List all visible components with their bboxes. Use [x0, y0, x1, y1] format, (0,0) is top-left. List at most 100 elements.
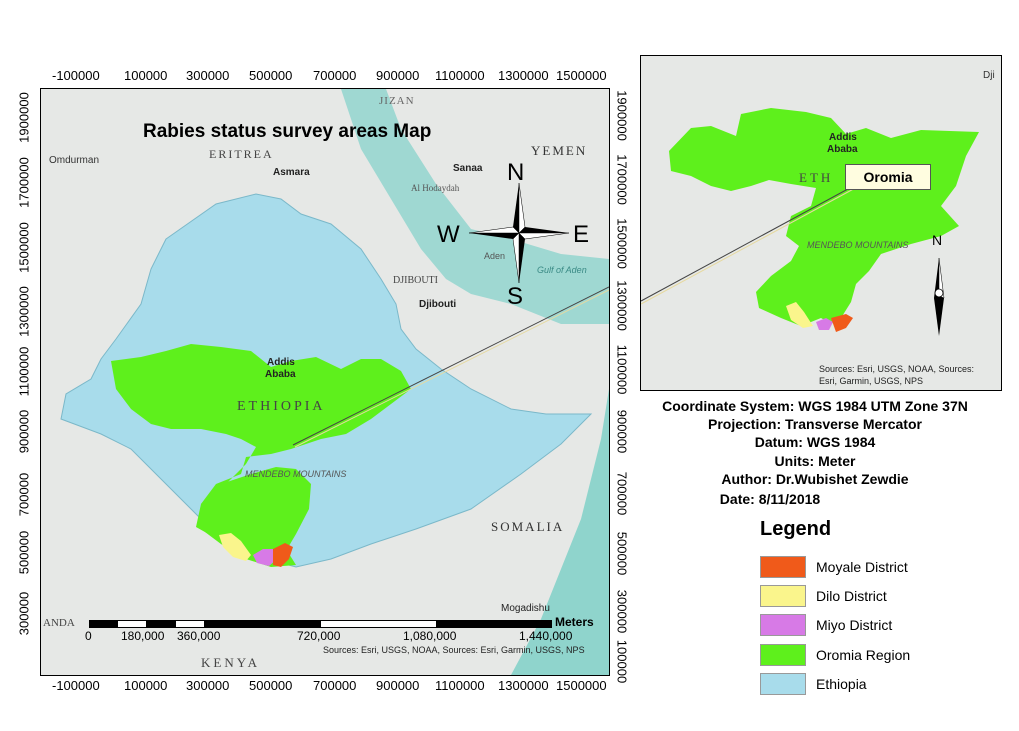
compass-s: S: [507, 283, 524, 310]
x-tick-top: -100000: [52, 68, 100, 83]
x-tick-bottom: 1100000: [435, 678, 485, 693]
compass-n: N: [507, 159, 525, 186]
label-sanaa: Sanaa: [453, 163, 483, 174]
label-addis: Addis: [267, 357, 295, 368]
x-tick-bottom: 700000: [313, 678, 357, 693]
label-gulf-aden: Gulf of Aden: [537, 265, 587, 275]
scale-label-3: 720,000: [297, 629, 341, 643]
x-tick-bottom: 300000: [186, 678, 230, 693]
inset-callout[interactable]: Oromia: [845, 164, 931, 190]
inset-label-mendebo: MENDEBO MOUNTAINS: [807, 240, 909, 250]
label-eritrea: ERITREA: [209, 147, 274, 161]
compass-w: W: [437, 221, 460, 248]
inset-label-addis: Addis: [829, 132, 857, 143]
legend-swatch: [760, 673, 806, 695]
callout-line-2: [294, 289, 609, 448]
label-anda: ANDA: [43, 617, 75, 629]
legend-item-ethiopia: Ethiopia: [760, 673, 867, 695]
x-tick-top: 300000: [186, 68, 230, 83]
x-tick-top: 900000: [376, 68, 420, 83]
red-sea: [341, 89, 609, 324]
inset-dilo-polygon: [786, 302, 813, 328]
x-tick-top: 1300000: [498, 68, 549, 83]
info-author: Author: Dr.Wubishet Zewdie: [721, 471, 909, 487]
compass-rose: [468, 182, 570, 284]
x-tick-bottom: 1300000: [498, 678, 549, 693]
legend-label: Moyale District: [816, 559, 908, 575]
legend-swatch: [760, 585, 806, 607]
y-tick-right: 1700000: [614, 154, 630, 205]
y-tick-left: 1700000: [16, 157, 32, 208]
scale-unit: Meters: [555, 615, 594, 629]
y-tick-right: 1100000: [614, 344, 630, 395]
scale-bar-graphic: [89, 620, 552, 628]
inset-map-frame[interactable]: Dji Addis Ababa ETH MENDEBO MOUNTAINS Or…: [640, 55, 1002, 391]
inset-sources-line2: Esri, Garmin, USGS, NPS: [819, 376, 924, 386]
inset-callout-line: [641, 182, 860, 302]
y-tick-right: 1900000: [614, 90, 630, 141]
label-jizan: JIZAN: [379, 95, 415, 107]
inset-moyale-polygon: [831, 314, 853, 332]
legend-item-oromia: Oromia Region: [760, 644, 910, 666]
map-title: Rabies status survey areas Map: [143, 121, 432, 142]
x-tick-top: 1500000: [556, 68, 607, 83]
legend-item-moyale: Moyale District: [760, 556, 908, 578]
label-djibouti-country: DJIBOUTI: [393, 275, 438, 286]
info-coord-system: Coordinate System: WGS 1984 UTM Zone 37N: [662, 398, 968, 414]
y-tick-left: 1100000: [16, 346, 32, 397]
label-ethiopia: ETHIOPIA: [237, 399, 326, 414]
info-datum: Datum: WGS 1984: [754, 434, 876, 450]
main-map-sources: Sources: Esri, USGS, NOAA, Sources: Esri…: [323, 645, 585, 655]
y-tick-left: 1900000: [16, 92, 32, 143]
y-tick-left: 300000: [16, 591, 32, 636]
label-omdurman: Omdurman: [49, 155, 100, 166]
x-tick-top: 100000: [124, 68, 168, 83]
x-tick-bottom: 500000: [249, 678, 293, 693]
scale-label-0: 0: [85, 629, 92, 643]
legend-swatch: [760, 556, 806, 578]
label-djibouti-city: Djibouti: [419, 299, 457, 310]
inset-oromia-polygon: [669, 108, 979, 326]
inset-label-ababa: Ababa: [827, 144, 858, 155]
x-tick-bottom: 100000: [124, 678, 168, 693]
dilo-polygon: [219, 533, 251, 561]
callout-line: [292, 286, 609, 446]
oromia-polygon: [111, 344, 411, 567]
y-tick-right: 1300000: [614, 280, 630, 331]
label-mendebo: MENDEBO MOUNTAINS: [245, 469, 347, 479]
x-tick-top: 1100000: [435, 68, 485, 83]
label-somalia: SOMALIA: [491, 519, 565, 534]
label-yemen: YEMEN: [531, 143, 588, 158]
legend-label: Oromia Region: [816, 647, 911, 663]
compass-e: E: [573, 221, 590, 248]
x-tick-top: 700000: [313, 68, 357, 83]
label-asmara: Asmara: [273, 167, 310, 178]
info-units: Units: Meter: [774, 453, 856, 469]
y-tick-left: 700000: [16, 472, 32, 517]
inset-map-svg: [641, 108, 979, 336]
legend-item-dilo: Dilo District: [760, 585, 887, 607]
x-tick-top: 500000: [249, 68, 293, 83]
y-tick-right: 300000: [614, 589, 630, 634]
y-tick-right: 100000: [614, 639, 630, 684]
scale-label-1: 180,000: [121, 629, 165, 643]
x-tick-bottom: 1500000: [556, 678, 607, 693]
main-map-frame[interactable]: Rabies status survey areas Map JIZAN ERI…: [40, 88, 610, 676]
info-projection: Projection: Transverse Mercator: [708, 416, 922, 432]
inset-callout-line-2: [641, 185, 860, 305]
legend-swatch: [760, 614, 806, 636]
legend-title: Legend: [760, 518, 832, 540]
y-tick-right: 900000: [614, 409, 630, 454]
y-tick-right: 1500000: [614, 218, 630, 269]
x-tick-bottom: -100000: [52, 678, 100, 693]
y-tick-left: 1500000: [16, 222, 32, 273]
y-tick-left: 900000: [16, 409, 32, 454]
x-tick-bottom: 900000: [376, 678, 420, 693]
legend-label: Ethiopia: [816, 676, 867, 692]
inset-label-dji: Dji: [983, 70, 995, 81]
inset-label-eth: ETH: [799, 170, 834, 185]
legend-item-miyo: Miyo District: [760, 614, 892, 636]
indian-ocean: [511, 389, 609, 675]
inset-north-arrow: [934, 257, 945, 336]
inset-north-label: N: [932, 232, 943, 248]
